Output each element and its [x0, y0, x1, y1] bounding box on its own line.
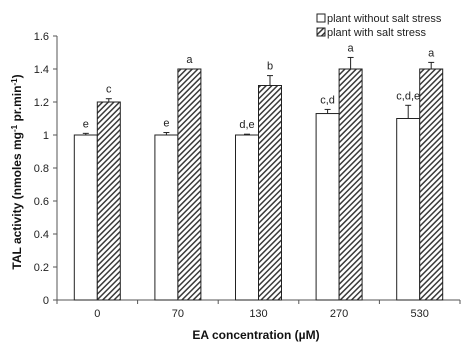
bar-with-stress: [96, 101, 121, 301]
y-tick-label: 1: [43, 130, 49, 142]
significance-label: a: [186, 54, 193, 66]
significance-label: a: [348, 42, 355, 54]
significance-label: d,e: [239, 119, 254, 131]
x-tick-label: 270: [330, 308, 348, 320]
legend-swatch-without-stress: [316, 13, 326, 23]
bar-without-stress: [154, 134, 179, 301]
bar-without-stress: [315, 113, 340, 301]
x-tick-label: 130: [249, 308, 267, 320]
y-axis-title-superscript-2: -1: [10, 78, 19, 86]
significance-label: c,d: [320, 94, 335, 106]
y-axis-title: TAL activity (nmoles mg-1 pr.min-1): [10, 74, 25, 269]
y-tick-label: 0.8: [34, 163, 49, 175]
significance-label: a: [428, 47, 435, 59]
legend-label-without-stress: plant without salt stress: [327, 13, 442, 25]
y-axis-title-mid: pr.min: [10, 86, 24, 125]
y-tick-label: 0: [43, 295, 49, 307]
y-tick-label: 0.6: [34, 196, 49, 208]
legend-label-with-stress: plant with salt stress: [327, 27, 427, 39]
significance-label: e: [83, 118, 89, 130]
x-tick-label: 530: [411, 308, 429, 320]
legend: plant without salt stress plant with sal…: [316, 13, 442, 39]
significance-label: e: [163, 118, 169, 130]
bar-with-stress: [177, 68, 202, 301]
y-tick-label: 1.6: [34, 31, 49, 43]
x-tick-label: 0: [94, 308, 100, 320]
y-axis-title-end: ): [10, 74, 24, 78]
svg-text:TAL activity (nmoles mg-1 pr.m: TAL activity (nmoles mg-1 pr.min-1): [10, 74, 25, 269]
bar-with-stress: [338, 68, 363, 301]
bar-with-stress: [419, 68, 444, 301]
y-axis-title-superscript-1: -1: [10, 124, 19, 132]
bar-without-stress: [73, 134, 98, 301]
significance-label: b: [267, 61, 273, 73]
significance-label: c: [106, 84, 112, 96]
bar-with-stress: [258, 85, 282, 301]
legend-swatch-with-stress: [316, 27, 326, 37]
x-tick-label: 70: [172, 308, 184, 320]
y-tick-label: 0.2: [34, 262, 49, 274]
bar-without-stress: [396, 118, 421, 301]
y-tick-label: 1.4: [34, 64, 49, 76]
plot-area: 0 0.2 0.4 0.6 0.8 1 1.2 1.4 1.6 0 70 130 270 530 e e d,e…: [34, 31, 461, 320]
y-tick-label: 1.2: [34, 97, 49, 109]
x-axis-title: EA concentration (µM): [192, 328, 319, 342]
bar-without-stress: [235, 134, 259, 301]
y-axis-title-main: TAL activity (nmoles mg: [10, 132, 24, 270]
significance-label: c,d,e: [396, 90, 420, 102]
y-tick-label: 0.4: [34, 229, 49, 241]
